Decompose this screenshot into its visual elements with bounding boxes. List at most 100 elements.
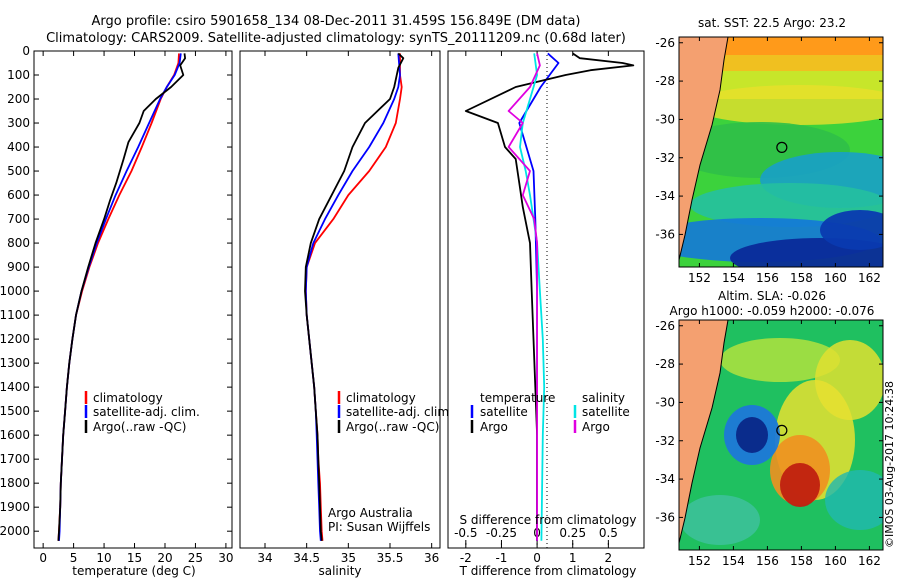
coastline-land (679, 37, 729, 261)
sla-map-panel: Altim. SLA: -0.026 Argo h1000: -0.059 h2… (655, 289, 884, 568)
difference-panel: -2 -1 0 1 2-0.5 -0.25 0 0.25 0.5 temperature sat… (447, 50, 645, 578)
ytick-label: 1800 (0, 476, 30, 490)
legend-t-argo-label: Argo (480, 420, 508, 434)
salinity-legend: climatology satellite-adj. clim. Argo(..… (337, 391, 453, 434)
difference-legend: temperature satellite Argo salinity sate… (470, 391, 630, 434)
xtick-label: 34 (257, 551, 272, 565)
sla-map-title-line1: Altim. SLA: -0.026 (718, 289, 826, 303)
institution-annotation: Argo Australia (328, 506, 413, 520)
difference-xaxis: -2 -1 0 1 2-0.5 -0.25 0 0.25 0.5 (454, 51, 618, 565)
temperature-axes (33, 50, 233, 549)
ytick-label: 1200 (0, 332, 30, 346)
imos-timestamp: ©IMOS 03-Aug-2017 10:24:38 (883, 381, 896, 548)
ytick-label: 2000 (0, 524, 30, 538)
figure-title-line1: Argo profile: csiro 5901658_134 08-Dec-2… (92, 14, 581, 29)
map-ytick-label: -36 (655, 510, 675, 524)
xtick-label: 36 (424, 551, 439, 565)
series-argo-raw-qc- (304, 52, 405, 541)
map-xtick-label: 162 (858, 271, 881, 285)
xtick-top-label: 0.25 (559, 526, 586, 540)
ytick-label: 1300 (0, 356, 30, 370)
sst-map-axes: 152 154 156 158 160 162 -26 -28 -30 -32 -34 -36 (655, 36, 883, 285)
difference-axes (447, 50, 645, 549)
ytick-label: 500 (7, 164, 30, 178)
map-xtick-label: 160 (824, 271, 847, 285)
map-ytick-label: -26 (655, 36, 675, 50)
series-s-satellite (519, 53, 546, 541)
ytick-label: 1600 (0, 428, 30, 442)
map-xtick-label: 156 (756, 271, 779, 285)
legend-satellite-label: satellite-adj. clim. (93, 405, 200, 419)
profile-location-marker (776, 424, 788, 436)
xtick-label: 20 (157, 551, 172, 565)
series-argo-raw-qc- (57, 53, 187, 541)
xtick-label: 5 (70, 551, 78, 565)
legend-argo-label: Argo(..raw -QC) (93, 420, 186, 434)
series-s-argo (507, 53, 541, 541)
legend-argo-label: Argo(..raw -QC) (346, 420, 439, 434)
xtick-label: 35.5 (377, 551, 404, 565)
sst-map-frame (678, 36, 884, 268)
map-ytick-label: -34 (655, 472, 675, 486)
ytick-label: 900 (7, 260, 30, 274)
map-xtick-label: 162 (858, 554, 881, 568)
map-xtick-label: 152 (688, 554, 711, 568)
ytick-label: 700 (7, 212, 30, 226)
xtick-label: -1 (495, 551, 507, 565)
map-xtick-label: 160 (824, 554, 847, 568)
map-ytick-label: -30 (655, 395, 675, 409)
xtick-label: 10 (96, 551, 111, 565)
temperature-panel: 0100200300400500600700800900100011001200… (0, 44, 644, 578)
ytick-label: 400 (7, 140, 30, 154)
sla-map-frame (678, 319, 884, 551)
xtick-top-label: -0.25 (486, 526, 517, 540)
xtick-label: 0 (533, 551, 541, 565)
map-ytick-label: -34 (655, 189, 675, 203)
legend-satellite-label: satellite-adj. clim. (346, 405, 453, 419)
ytick-label: 600 (7, 188, 30, 202)
coastline-land (679, 320, 729, 544)
temperature-legend: climatology satellite-adj. clim. Argo(..… (84, 391, 200, 434)
sst-map-title: sat. SST: 22.5 Argo: 23.2 (698, 16, 846, 30)
temperature-xaxis: 0 5 10 15 20 25 30 (39, 51, 234, 565)
profile-location-marker (776, 141, 788, 153)
difference-series (464, 52, 635, 541)
legend-climatology-label: climatology (346, 391, 416, 405)
series-t-argo (464, 52, 635, 541)
ytick-label: 1900 (0, 500, 30, 514)
xtick-label: 30 (218, 551, 233, 565)
difference-top-xlabel: S difference from climatology (460, 513, 637, 527)
ytick-label: 800 (7, 236, 30, 250)
map-xtick-label: 158 (790, 554, 813, 568)
temperature-series (57, 53, 187, 541)
xtick-label: -2 (460, 551, 472, 565)
map-ytick-label: -36 (655, 227, 675, 241)
ytick-label: 1500 (0, 404, 30, 418)
map-xtick-label: 156 (756, 554, 779, 568)
legend-temperature-title: temperature (480, 391, 555, 405)
xtick-top-label: -0.5 (454, 526, 477, 540)
pi-annotation: PI: Susan Wijffels (328, 520, 430, 534)
map-ytick-label: -28 (655, 74, 675, 88)
xtick-label: 1 (569, 551, 577, 565)
sla-field (679, 320, 883, 550)
map-xtick-label: 154 (722, 271, 745, 285)
ytick-label: 1700 (0, 452, 30, 466)
salinity-xlabel: salinity (318, 564, 361, 578)
xtick-label: 15 (127, 551, 142, 565)
map-ytick-label: -32 (655, 151, 675, 165)
xtick-label: 0 (39, 551, 47, 565)
salinity-xaxis: 34 34.5 35 35.5 36 (257, 51, 439, 565)
ytick-label: 300 (7, 116, 30, 130)
map-ytick-label: -32 (655, 434, 675, 448)
ytick-label: 1100 (0, 308, 30, 322)
xtick-label: 2 (605, 551, 613, 565)
map-ytick-label: -28 (655, 357, 675, 371)
salinity-axes (239, 50, 441, 549)
sst-map-panel: sat. SST: 22.5 Argo: 23.2 152 154 156 158 16… (655, 16, 884, 285)
legend-climatology-label: climatology (93, 391, 163, 405)
legend-s-satellite-label: satellite (582, 405, 630, 419)
map-xtick-label: 152 (688, 271, 711, 285)
sla-map-axes: 152 154 156 158 160 162 -26 -28 -30 -32 -34 -36 (655, 319, 883, 568)
map-xtick-label: 154 (722, 554, 745, 568)
